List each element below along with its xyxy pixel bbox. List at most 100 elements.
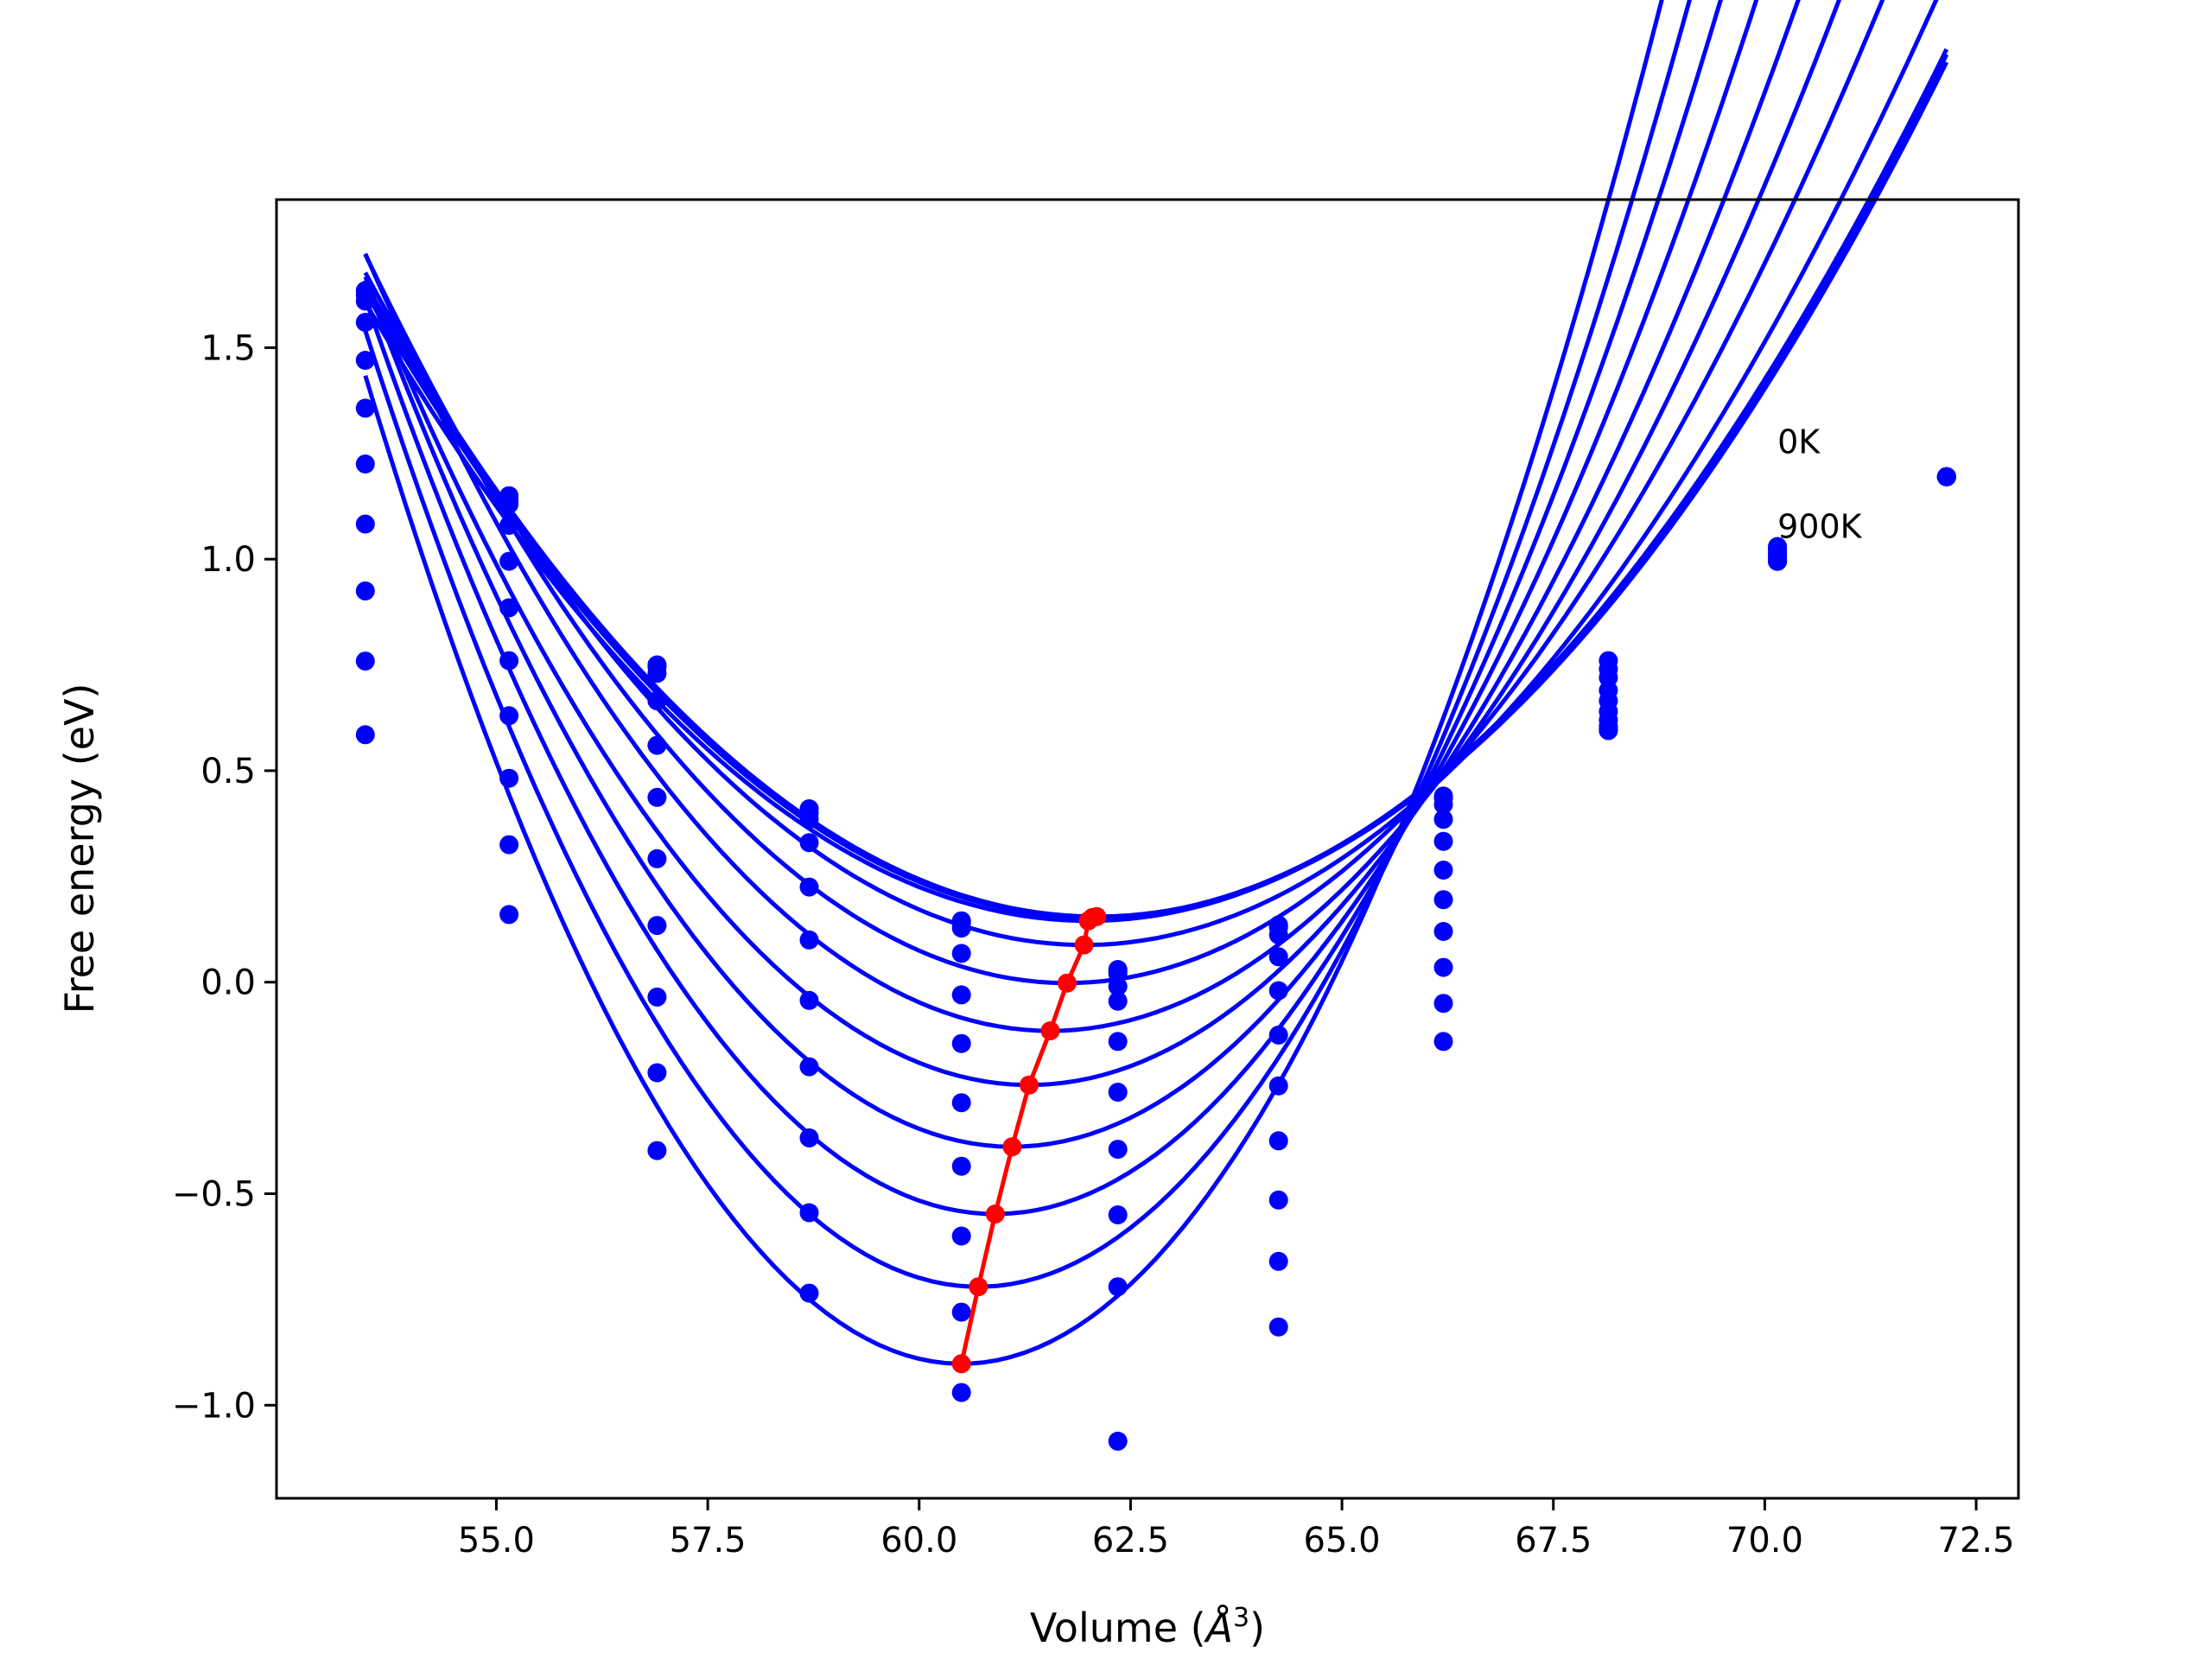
data-point-4-1 <box>499 551 519 571</box>
data-point-2-6 <box>1268 925 1288 944</box>
data-point-3-6 <box>1268 947 1288 967</box>
data-point-10-10 <box>1936 467 1956 486</box>
data-point-4-5 <box>1108 991 1128 1011</box>
fit-curve-5 <box>363 0 1842 1033</box>
data-point-7-5 <box>1108 1140 1128 1160</box>
fit-curve-4 <box>363 0 1885 986</box>
fit-curve-9 <box>363 0 1692 1289</box>
x-axis-label: Volume (Å3) <box>1030 1603 1265 1651</box>
data-point-9-2 <box>647 1063 667 1083</box>
x-tick-label-3: 62.5 <box>1092 1521 1169 1560</box>
data-point-8-6 <box>1268 1190 1288 1210</box>
minimum-point-3 <box>1002 1137 1022 1157</box>
y-tick-label-0: −1.0 <box>172 1386 256 1426</box>
data-point-7-4 <box>951 1156 971 1176</box>
data-point-4-6 <box>1268 981 1288 1001</box>
data-point-5-5 <box>1108 1032 1128 1052</box>
data-point-10-5 <box>1108 1431 1128 1451</box>
y-axis-label: Free energy (eV) <box>56 683 103 1014</box>
data-point-2-0 <box>355 291 375 311</box>
data-point-3-2 <box>647 691 667 711</box>
data-point-7-1 <box>499 706 519 726</box>
data-point-6-5 <box>1108 1083 1128 1102</box>
data-point-4-0 <box>355 351 375 370</box>
data-point-8-1 <box>499 768 519 788</box>
data-point-6-3 <box>799 990 819 1010</box>
data-point-7-6 <box>1268 1131 1288 1151</box>
data-point-2-2 <box>647 664 667 683</box>
minimum-point-7 <box>1074 935 1094 955</box>
minimum-point-0 <box>951 1354 971 1374</box>
data-point-8-5 <box>1108 1205 1128 1224</box>
minimum-point-2 <box>985 1205 1005 1224</box>
curve-annotations: 0K 900K <box>1777 423 1863 546</box>
data-point-4-2 <box>647 735 667 755</box>
data-point-2-3 <box>799 810 819 830</box>
data-point-10-3 <box>799 1283 819 1303</box>
data-point-10-0 <box>355 725 375 745</box>
data-point-6-0 <box>355 454 375 474</box>
fit-curve-7 <box>363 0 1759 1149</box>
data-point-7-7 <box>1433 922 1453 941</box>
minimum-point-10 <box>1087 906 1107 926</box>
data-point-9-5 <box>1108 1277 1128 1297</box>
data-point-6-1 <box>499 651 519 671</box>
fit-curve-3 <box>363 0 1939 948</box>
data-point-8-4 <box>951 1226 971 1246</box>
data-point-6-4 <box>951 1093 971 1113</box>
data-point-10-1 <box>499 905 519 925</box>
annotation-1: 900K <box>1777 508 1863 546</box>
data-point-10-2 <box>647 1141 667 1160</box>
data-point-7-0 <box>355 514 375 534</box>
data-point-6-7 <box>1433 890 1453 910</box>
data-point-2-7 <box>1433 795 1453 815</box>
minimum-point-1 <box>969 1277 988 1297</box>
annotation-0: 0K <box>1777 423 1821 461</box>
data-point-10-4 <box>951 1382 971 1402</box>
axes-ticks: 55.0 57.5 60.0 62.5 65.0 67.5 70.0 72.5 −1.0 −0.5… <box>172 328 2015 1560</box>
data-point-7-3 <box>799 1057 819 1077</box>
data-point-5-4 <box>951 1033 971 1053</box>
data-point-8-7 <box>1433 957 1453 977</box>
data-point-10-9 <box>1768 551 1788 571</box>
data-point-9-0 <box>355 652 375 671</box>
data-point-5-7 <box>1433 861 1453 880</box>
y-tick-label-4: 1.0 <box>200 540 256 580</box>
data-point-4-4 <box>951 985 971 1005</box>
data-point-4-7 <box>1433 831 1453 851</box>
data-point-9-4 <box>951 1302 971 1322</box>
fit-curve-10 <box>363 0 1664 1366</box>
data-point-5-6 <box>1268 1025 1288 1045</box>
fit-curve-2 <box>363 48 1949 924</box>
x-tick-label-4: 65.0 <box>1304 1521 1381 1560</box>
x-tick-label-1: 57.5 <box>670 1521 747 1560</box>
y-tick-label-5: 1.5 <box>200 328 256 368</box>
data-point-6-6 <box>1268 1076 1288 1096</box>
minimum-point-4 <box>1020 1075 1039 1095</box>
x-tick-label-7: 72.5 <box>1938 1521 2015 1560</box>
data-point-10-6 <box>1268 1317 1288 1337</box>
data-point-8-2 <box>647 987 667 1007</box>
data-point-4-3 <box>799 877 819 897</box>
data-point-5-3 <box>799 930 819 950</box>
minimum-point-6 <box>1058 973 1077 993</box>
plot-area <box>355 0 1956 1451</box>
data-point-3-5 <box>1108 976 1128 996</box>
data-point-3-3 <box>799 833 819 853</box>
data-point-6-2 <box>647 849 667 868</box>
data-point-9-1 <box>499 835 519 855</box>
fit-curve-6 <box>363 0 1801 1088</box>
y-tick-label-2: 0.0 <box>200 963 256 1003</box>
data-point-3-0 <box>355 313 375 332</box>
x-tick-label-5: 67.5 <box>1515 1521 1592 1560</box>
x-tick-label-2: 60.0 <box>880 1521 957 1560</box>
data-point-2-1 <box>499 494 519 514</box>
y-tick-label-1: −0.5 <box>172 1175 256 1215</box>
data-point-5-0 <box>355 398 375 418</box>
axes-frame <box>275 198 2020 1500</box>
data-point-9-7 <box>1433 994 1453 1014</box>
y-tick-label-3: 0.5 <box>200 752 256 791</box>
data-point-3-7 <box>1433 810 1453 830</box>
x-tick-label-6: 70.0 <box>1726 1521 1803 1560</box>
